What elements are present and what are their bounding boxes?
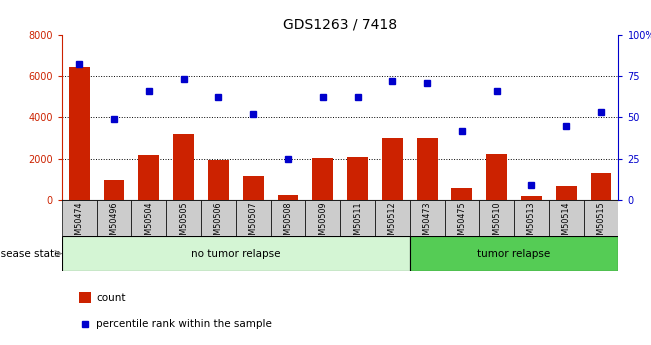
FancyBboxPatch shape	[62, 200, 96, 236]
FancyBboxPatch shape	[236, 200, 271, 236]
FancyBboxPatch shape	[132, 200, 166, 236]
Text: GSM50505: GSM50505	[179, 201, 188, 245]
Title: GDS1263 / 7418: GDS1263 / 7418	[283, 18, 397, 32]
Text: GSM50504: GSM50504	[145, 201, 154, 245]
FancyBboxPatch shape	[271, 200, 305, 236]
FancyBboxPatch shape	[549, 200, 584, 236]
FancyBboxPatch shape	[305, 200, 340, 236]
Bar	[277, 195, 298, 200]
Bar	[139, 155, 159, 200]
Text: GSM50509: GSM50509	[318, 201, 327, 245]
Text: GSM50473: GSM50473	[422, 201, 432, 245]
Text: GSM50514: GSM50514	[562, 201, 571, 245]
Bar	[590, 173, 611, 200]
Bar	[79, 292, 90, 303]
FancyBboxPatch shape	[514, 200, 549, 236]
FancyBboxPatch shape	[479, 200, 514, 236]
Bar	[417, 138, 437, 200]
Text: GSM50513: GSM50513	[527, 201, 536, 245]
Bar	[208, 160, 229, 200]
Bar	[69, 67, 90, 200]
Text: no tumor relapse: no tumor relapse	[191, 249, 281, 258]
Text: percentile rank within the sample: percentile rank within the sample	[96, 319, 272, 329]
Text: disease state: disease state	[0, 249, 61, 258]
Text: GSM50511: GSM50511	[353, 201, 362, 245]
Bar	[62, 236, 409, 271]
Bar	[382, 138, 403, 200]
Text: GSM50506: GSM50506	[214, 201, 223, 245]
Bar	[521, 196, 542, 200]
FancyBboxPatch shape	[445, 200, 479, 236]
Bar	[556, 186, 577, 200]
Text: GSM50515: GSM50515	[596, 201, 605, 245]
Bar	[486, 154, 507, 200]
Text: GSM50510: GSM50510	[492, 201, 501, 245]
FancyBboxPatch shape	[201, 200, 236, 236]
Text: tumor relapse: tumor relapse	[477, 249, 551, 258]
Text: GSM50496: GSM50496	[109, 201, 118, 245]
FancyBboxPatch shape	[584, 200, 618, 236]
Text: GSM50507: GSM50507	[249, 201, 258, 245]
FancyBboxPatch shape	[166, 200, 201, 236]
Text: GSM50475: GSM50475	[458, 201, 466, 245]
Bar	[173, 134, 194, 200]
FancyBboxPatch shape	[409, 200, 445, 236]
Bar	[409, 236, 618, 271]
FancyBboxPatch shape	[96, 200, 132, 236]
Bar	[451, 188, 473, 200]
Text: count: count	[96, 293, 126, 303]
Bar	[104, 180, 124, 200]
Bar	[347, 157, 368, 200]
Text: GSM50512: GSM50512	[388, 201, 397, 245]
FancyBboxPatch shape	[375, 200, 409, 236]
Bar	[243, 176, 264, 200]
FancyBboxPatch shape	[340, 200, 375, 236]
Text: GSM50508: GSM50508	[283, 201, 292, 245]
Text: GSM50474: GSM50474	[75, 201, 84, 245]
Bar	[312, 158, 333, 200]
